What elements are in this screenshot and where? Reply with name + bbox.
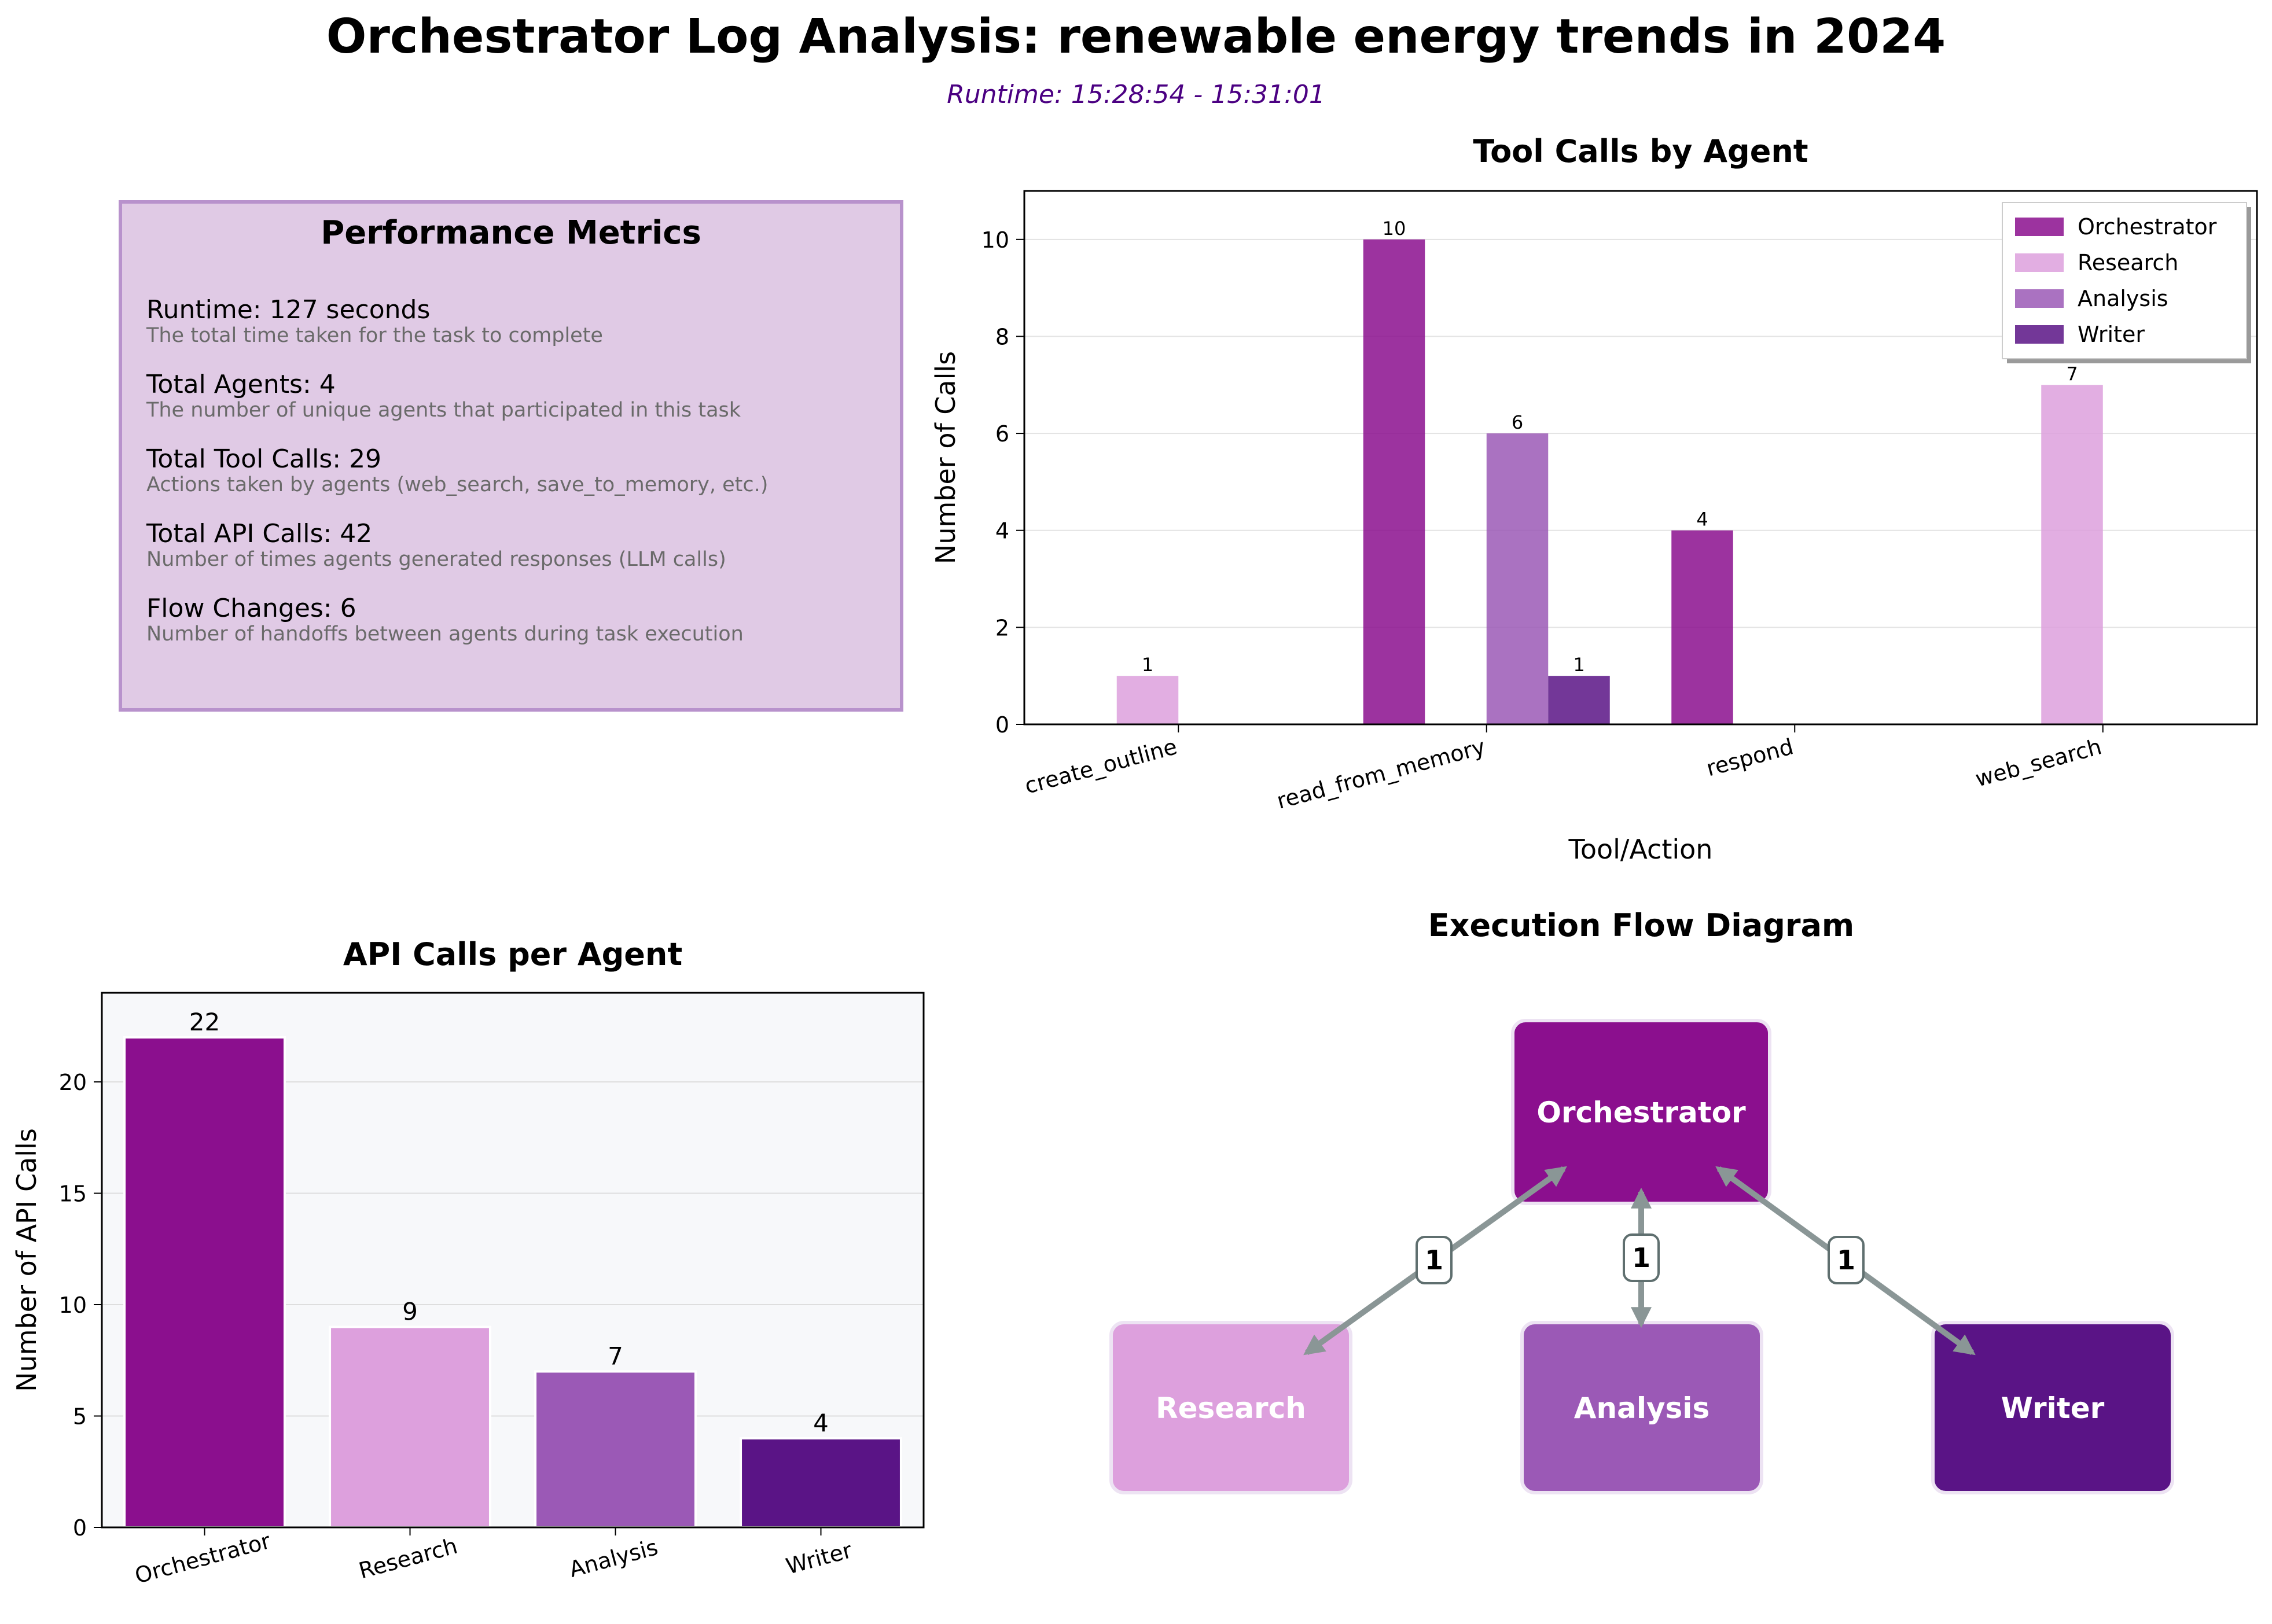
chart-title: Tool Calls by Agent bbox=[1473, 133, 1808, 170]
bar-orchestrator bbox=[123, 1036, 286, 1529]
x-tick-label: respond bbox=[1704, 734, 1796, 781]
x-tick-label: Analysis bbox=[567, 1534, 661, 1582]
legend-swatch-research bbox=[2015, 253, 2064, 272]
bar-value-label: 4 bbox=[1696, 509, 1708, 531]
y-tick-label: 5 bbox=[73, 1404, 87, 1430]
metric-label: Flow Changes: 6 bbox=[146, 594, 356, 623]
edge-count-label: 1 bbox=[1837, 1244, 1855, 1276]
y-tick-label: 15 bbox=[59, 1181, 87, 1207]
metric-flow-changes: Flow Changes: 6 Number of handoffs betwe… bbox=[146, 595, 887, 646]
y-axis-label: Number of API Calls bbox=[11, 1128, 42, 1392]
main-title: Orchestrator Log Analysis: renewable ene… bbox=[326, 9, 1946, 64]
legend-label: Writer bbox=[2078, 322, 2145, 347]
x-tick-label: Writer bbox=[783, 1537, 855, 1579]
legend-label: Orchestrator bbox=[2078, 214, 2217, 240]
bar-orchestrator-read-from-memory bbox=[1363, 239, 1425, 724]
y-tick-label: 0 bbox=[995, 712, 1009, 738]
x-tick-label: Research bbox=[356, 1533, 460, 1584]
node-label-writer: Writer bbox=[2001, 1391, 2105, 1425]
diagram-title: Execution Flow Diagram bbox=[1428, 907, 1854, 944]
legend-label: Analysis bbox=[2078, 286, 2168, 311]
bar-value-label: 22 bbox=[189, 1008, 220, 1036]
y-tick-label: 0 bbox=[73, 1515, 87, 1541]
x-tick-label: read_from_memory bbox=[1274, 734, 1488, 813]
bar-writer-read-from-memory bbox=[1548, 676, 1610, 724]
bar-value-label: 9 bbox=[402, 1298, 418, 1326]
y-tick-label: 8 bbox=[995, 324, 1009, 349]
plot-frame bbox=[1023, 190, 2258, 726]
edge-count-label: 1 bbox=[1632, 1242, 1650, 1273]
edge-count-badge bbox=[1623, 1233, 1660, 1282]
bar-analysis-read-from-memory bbox=[1486, 433, 1549, 724]
node-label-research: Research bbox=[1156, 1391, 1306, 1425]
y-tick-label: 6 bbox=[995, 421, 1009, 447]
legend-label: Research bbox=[2078, 250, 2178, 275]
node-label-analysis: Analysis bbox=[1574, 1391, 1709, 1425]
bar-value-label: 6 bbox=[1512, 411, 1523, 433]
bar-value-label: 1 bbox=[1142, 654, 1153, 676]
chart-title: API Calls per Agent bbox=[343, 936, 682, 973]
bar-writer bbox=[740, 1437, 902, 1529]
y-tick-label: 20 bbox=[59, 1070, 87, 1095]
bar-research-create-outline bbox=[1116, 676, 1179, 724]
legend-swatch-orchestrator bbox=[2015, 218, 2064, 236]
bar-value-label: 7 bbox=[608, 1342, 623, 1371]
bar-analysis bbox=[534, 1370, 697, 1529]
metric-total-tool-calls: Total Tool Calls: 29 Actions taken by ag… bbox=[146, 444, 887, 497]
metric-label: Total API Calls: 42 bbox=[146, 519, 373, 548]
bar-value-label: 1 bbox=[1573, 654, 1584, 676]
metric-total-api-calls: Total API Calls: 42 Number of times agen… bbox=[146, 519, 887, 572]
metric-label: Runtime: 127 seconds bbox=[146, 295, 431, 325]
y-tick-label: 4 bbox=[995, 518, 1009, 544]
x-tick-label: Orchestrator bbox=[132, 1528, 273, 1589]
metric-description: Actions taken by agents (web_search, sav… bbox=[146, 473, 769, 496]
metric-runtime: Runtime: 127 seconds The total time take… bbox=[146, 295, 887, 348]
metric-label: Total Agents: 4 bbox=[146, 370, 336, 399]
api-calls-chart: API Calls per Agent 0 5 10 15 20 22 Orchestrato… bbox=[11, 936, 925, 1589]
node-label-orchestrator: Orchestrator bbox=[1536, 1096, 1746, 1129]
y-tick-label: 10 bbox=[981, 227, 1009, 253]
edge-count-badge bbox=[1416, 1236, 1453, 1284]
execution-flow-diagram: Execution Flow Diagram Orchestrator Resear… bbox=[1109, 907, 2174, 1494]
plot-frame bbox=[101, 992, 925, 1529]
legend-swatch-analysis bbox=[2015, 289, 2064, 308]
metric-description: Number of handoffs between agents during… bbox=[146, 623, 744, 646]
metric-description: The total time taken for the task to com… bbox=[146, 324, 603, 347]
runtime-subtitle: Runtime: 15:28:54 - 15:31:01 bbox=[947, 80, 1325, 109]
bar-value-label: 7 bbox=[2066, 363, 2078, 385]
y-tick-label: 10 bbox=[59, 1292, 87, 1318]
tool-calls-chart: Tool Calls by Agent 0 2 4 6 8 10 create_outline… bbox=[930, 133, 2258, 865]
x-axis-label: Tool/Action bbox=[1568, 834, 1713, 865]
metric-description: Number of times agents generated respons… bbox=[146, 548, 726, 571]
metric-description: The number of unique agents that partici… bbox=[146, 399, 741, 422]
bar-research-web-search bbox=[2041, 385, 2103, 724]
x-tick-label: create_outline bbox=[1022, 734, 1180, 798]
metric-total-agents: Total Agents: 4 The number of unique age… bbox=[146, 371, 887, 422]
metrics-title: Performance Metrics bbox=[321, 214, 701, 252]
node-research bbox=[1109, 1321, 1352, 1494]
bar-orchestrator-respond bbox=[1671, 530, 1733, 724]
x-tick-label: web_search bbox=[1973, 734, 2105, 791]
y-tick-label: 2 bbox=[995, 615, 1009, 640]
edge-count-badge bbox=[1828, 1236, 1865, 1284]
edge-count-label: 1 bbox=[1425, 1244, 1443, 1276]
legend-swatch-writer bbox=[2015, 325, 2064, 344]
bar-value-label: 4 bbox=[813, 1409, 829, 1437]
node-writer bbox=[1931, 1321, 2174, 1494]
metric-label: Total Tool Calls: 29 bbox=[146, 444, 382, 474]
bar-value-label: 10 bbox=[1383, 218, 1406, 240]
y-axis-label: Number of Calls bbox=[930, 351, 961, 564]
bar-research bbox=[329, 1325, 491, 1529]
performance-metrics-panel: Performance Metrics Runtime: 127 seconds… bbox=[119, 200, 903, 712]
